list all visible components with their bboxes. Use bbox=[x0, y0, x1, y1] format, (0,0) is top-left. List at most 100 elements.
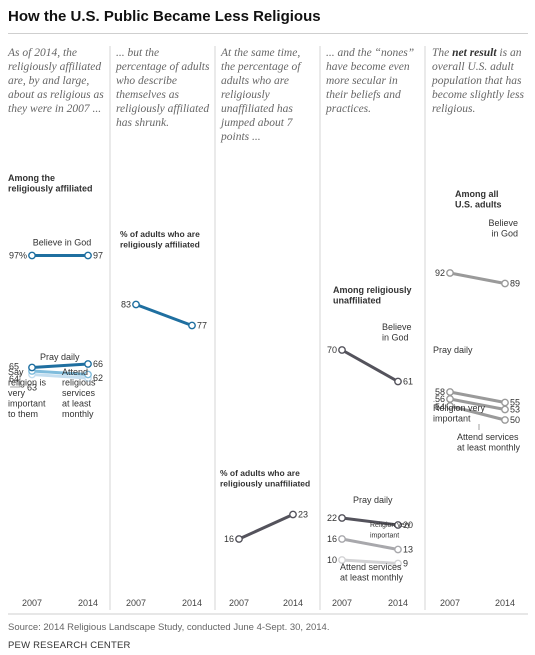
series-label-attend: religious bbox=[62, 378, 96, 388]
organization-credit: PEW RESEARCH CENTER bbox=[8, 640, 131, 651]
unaffiliated-attend-point-2014 bbox=[394, 559, 402, 568]
x-tick-label-2014: 2014 bbox=[182, 598, 202, 608]
unaffiliated-religion-important-point-2014 bbox=[394, 545, 402, 554]
data-label: 58 bbox=[435, 387, 445, 397]
x-tick-label-2014: 2014 bbox=[495, 598, 515, 608]
data-label: 20 bbox=[403, 520, 413, 530]
unaffiliated-pray-daily-line bbox=[340, 516, 400, 527]
overall-pray-daily-line bbox=[448, 390, 507, 404]
unaffiliated-share-line bbox=[237, 513, 295, 541]
overall-religion-important-point-2007 bbox=[446, 395, 454, 403]
data-label: 10 bbox=[327, 555, 337, 565]
unaffiliated-believe-god-point-2014 bbox=[394, 377, 402, 386]
data-label: 97% bbox=[9, 251, 27, 261]
series-label-believe-god: in God bbox=[382, 333, 409, 343]
unaffiliated-attend-point-2007 bbox=[338, 556, 346, 564]
series-label-believe-god: Believe bbox=[382, 322, 412, 332]
series-label-attend: at least monthly bbox=[457, 443, 521, 453]
affiliated-share-line bbox=[134, 303, 194, 327]
data-label: 64 bbox=[9, 374, 19, 384]
chart-title: How the U.S. Public Became Less Religiou… bbox=[8, 8, 321, 25]
panel2-heading: religiously affiliated bbox=[120, 240, 200, 250]
series-label-religion-important: important bbox=[433, 414, 471, 424]
series-label-attend: services bbox=[62, 388, 96, 398]
intro-text-unaffiliated-share: At the same time, the percentage of adul… bbox=[221, 47, 301, 143]
data-label: 50 bbox=[510, 415, 520, 425]
data-label: 62 bbox=[93, 373, 103, 383]
unaffiliated-pray-daily-point-2014 bbox=[394, 521, 402, 529]
affiliated-pray-daily-point-2007 bbox=[28, 363, 36, 372]
series-label-religion-important: Religion very bbox=[370, 522, 411, 529]
overall-pray-daily-point-2007 bbox=[446, 388, 454, 396]
series-label-pray-daily: Pray daily bbox=[353, 495, 393, 505]
panel3-heading: religiously unaffiliated bbox=[220, 479, 310, 489]
data-label: 13 bbox=[403, 545, 413, 555]
series-label-pray-daily: Pray daily bbox=[40, 352, 80, 362]
x-tick-label-2014: 2014 bbox=[388, 598, 408, 608]
affiliated-believe-god-point-2007 bbox=[28, 251, 36, 260]
data-label: 56 bbox=[435, 394, 445, 404]
intro-text-affiliated-share: ... but the percentage of adults who des… bbox=[116, 47, 210, 129]
affiliated-share-point-2014 bbox=[188, 321, 196, 330]
data-label: 16 bbox=[224, 534, 234, 544]
data-label: 97 bbox=[93, 251, 103, 261]
affiliated-religion-important-point-2014 bbox=[84, 370, 92, 379]
x-tick-label-2014: 2014 bbox=[283, 598, 303, 608]
panel4-heading: unaffiliated bbox=[333, 296, 381, 306]
series-label-believe-god: Believe in God bbox=[33, 238, 92, 248]
series-label-attend: Attend bbox=[62, 367, 88, 377]
overall-religion-important-point-2014 bbox=[501, 405, 509, 414]
x-tick-label-2007: 2007 bbox=[22, 598, 42, 608]
series-label-religion-important: Say bbox=[8, 367, 24, 377]
series-label-religion-important: to them bbox=[8, 409, 38, 419]
unaffiliated-believe-god-point-2007 bbox=[338, 346, 346, 354]
intro-text-nones: ... and the “nones” have become even mor… bbox=[326, 47, 415, 115]
x-tick-label-2007: 2007 bbox=[332, 598, 352, 608]
unaffiliated-pray-daily-point-2007 bbox=[338, 514, 346, 522]
panel5-heading: U.S. adults bbox=[455, 200, 502, 210]
overall-believe-god-point-2014 bbox=[501, 279, 509, 288]
data-label: 92 bbox=[435, 268, 445, 278]
data-label: 70 bbox=[327, 345, 337, 355]
unaffiliated-attend-line bbox=[340, 558, 400, 565]
overall-attend-point-2014 bbox=[501, 416, 509, 424]
unaffiliated-share-point-2014 bbox=[289, 510, 297, 519]
unaffiliated-share-point-2007 bbox=[235, 535, 243, 543]
x-tick-label-2007: 2007 bbox=[440, 598, 460, 608]
data-label: 9 bbox=[403, 559, 408, 569]
data-label: 65 bbox=[9, 362, 19, 372]
unaffiliated-believe-god-line bbox=[340, 348, 400, 383]
data-label: 83 bbox=[121, 300, 131, 310]
data-label: 77 bbox=[197, 321, 207, 331]
data-label: 54 bbox=[435, 402, 445, 412]
panel4-heading: Among religiously bbox=[333, 285, 412, 295]
panel3-heading: % of adults who are bbox=[220, 468, 300, 478]
data-label: 89 bbox=[510, 279, 520, 289]
intro-text-net-result: The net result is an overall U.S. adult … bbox=[432, 47, 524, 115]
affiliated-share-point-2007 bbox=[132, 300, 140, 309]
affiliated-believe-god-point-2014 bbox=[84, 251, 92, 260]
x-tick-label-2014: 2014 bbox=[78, 598, 98, 608]
data-label: 16 bbox=[327, 534, 337, 544]
overall-pray-daily-point-2014 bbox=[501, 398, 509, 407]
affiliated-pray-daily-point-2014 bbox=[84, 360, 92, 368]
series-label-believe-god: Believe bbox=[488, 218, 518, 228]
series-label-religion-important: important bbox=[8, 399, 46, 409]
source-note: Source: 2014 Religious Landscape Study, … bbox=[8, 622, 330, 633]
data-label: 61 bbox=[403, 377, 413, 387]
leader-line bbox=[10, 373, 21, 388]
affiliated-religion-important-line bbox=[30, 369, 90, 376]
series-label-attend: at least monthly bbox=[340, 573, 404, 583]
series-label-attend: Attend services bbox=[457, 432, 519, 442]
panel1-heading: Among the bbox=[8, 173, 55, 183]
data-label: 66 bbox=[93, 359, 103, 369]
x-tick-label-2007: 2007 bbox=[229, 598, 249, 608]
series-label-religion-important: religion is bbox=[8, 378, 47, 388]
series-label-attend: at least bbox=[62, 399, 92, 409]
data-label: 22 bbox=[327, 513, 337, 523]
series-label-attend: Attend services bbox=[340, 562, 402, 572]
unaffiliated-religion-important-point-2007 bbox=[338, 535, 346, 543]
overall-attend-line bbox=[448, 404, 507, 422]
intro-text-affiliated: As of 2014, the religiously affiliated a… bbox=[8, 47, 104, 115]
